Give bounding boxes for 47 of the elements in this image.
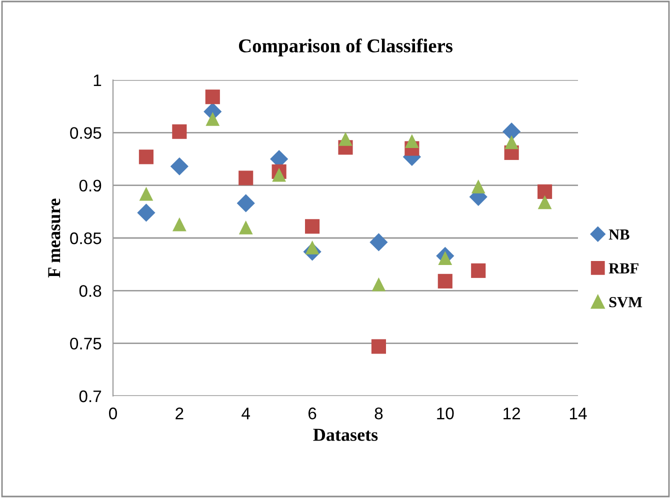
point (438, 251, 452, 265)
point (238, 170, 254, 186)
point (172, 124, 187, 139)
legend-label: SVM (609, 297, 642, 308)
y-tick-label: 0.85 (70, 232, 102, 244)
y-tick-label: 1 (94, 74, 102, 86)
point (372, 277, 386, 292)
y-tick-label: 0.7 (79, 390, 102, 402)
legend-label: NB (608, 230, 630, 240)
point (238, 220, 253, 234)
y-tick-label: 0.95 (70, 127, 102, 139)
x-tick-label: 12 (504, 408, 520, 420)
x-tick-label: 14 (570, 408, 587, 420)
point (438, 274, 452, 288)
y-tick-label: 0.75 (70, 338, 102, 350)
legend-label: RBF (608, 263, 638, 274)
point (538, 195, 552, 210)
x-tick-label: 10 (437, 408, 454, 420)
x-tick-label: 6 (308, 408, 316, 420)
point (172, 217, 186, 232)
point (205, 90, 220, 104)
x-tick-label: 0 (109, 408, 117, 420)
point (236, 194, 255, 212)
y-tick-label: 0.9 (79, 180, 102, 192)
point (538, 184, 552, 199)
point (370, 233, 388, 252)
point (502, 122, 521, 141)
point (305, 219, 320, 234)
point (471, 179, 486, 194)
x-tick-label: 2 (176, 408, 184, 420)
y-axis-title: F measure (48, 198, 60, 278)
chart-title: Comparison of Classifiers (238, 38, 453, 56)
point (137, 204, 156, 222)
point (371, 339, 386, 354)
point (504, 135, 519, 150)
x-tick-label: 4 (242, 408, 250, 420)
point (170, 157, 188, 176)
y-tick-label: 0.8 (79, 285, 102, 297)
point (404, 134, 419, 148)
point (206, 112, 220, 126)
point (138, 150, 154, 164)
point (139, 186, 154, 201)
x-axis-title: Datasets (313, 428, 378, 441)
x-tick-label: 8 (374, 408, 383, 420)
point (471, 263, 486, 278)
point (338, 132, 352, 146)
point (272, 168, 286, 182)
